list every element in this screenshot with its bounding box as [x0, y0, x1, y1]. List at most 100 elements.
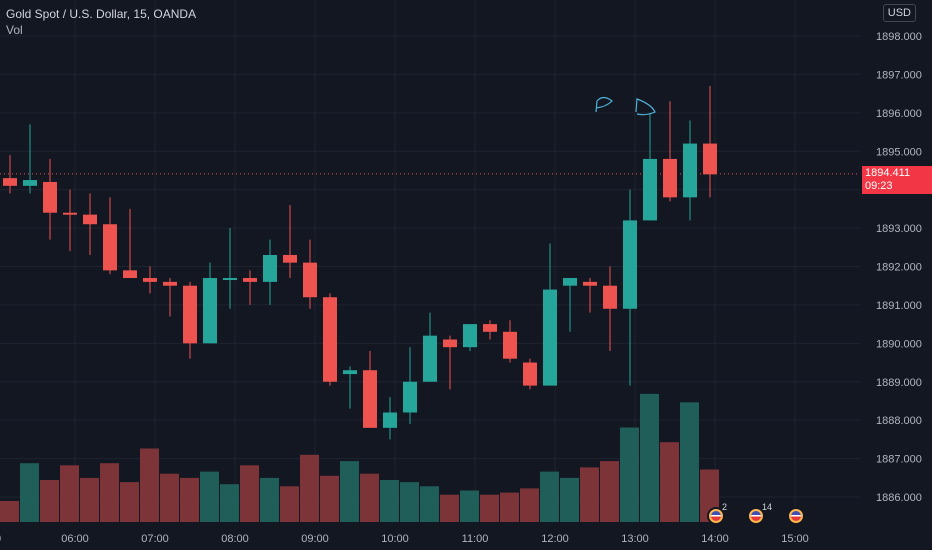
candle[interactable]	[523, 358, 537, 390]
candle-body	[323, 297, 337, 382]
price-tick-label: 1888.000	[876, 415, 922, 427]
volume-bar	[180, 477, 199, 522]
time-tick-label: 13:00	[621, 533, 649, 545]
candle-body	[443, 339, 457, 348]
candle[interactable]	[63, 189, 77, 252]
candle[interactable]	[423, 312, 437, 382]
candle-body	[203, 278, 217, 344]
price-tick-label: 1890.000	[876, 338, 922, 350]
candle[interactable]	[83, 193, 97, 255]
candle[interactable]	[463, 324, 477, 352]
candle[interactable]	[123, 208, 137, 279]
time-axis[interactable]: 00 06:00 07:00 08:00 09:00 10:00 11:00 12:00 13:…	[0, 533, 809, 545]
candle-body	[143, 278, 157, 282]
candle-body	[483, 324, 497, 332]
grid-lines	[0, 0, 860, 522]
candle-body	[83, 214, 97, 225]
volume-bar	[680, 402, 699, 522]
candles	[3, 85, 717, 440]
symbol-title[interactable]: Gold Spot / U.S. Dollar, 15, OANDA	[6, 7, 197, 21]
candle[interactable]	[243, 270, 257, 305]
candle[interactable]	[583, 278, 597, 313]
currency-button[interactable]: USD	[882, 4, 916, 22]
volume-bar	[220, 484, 239, 522]
candle-body	[63, 212, 77, 215]
candle[interactable]	[363, 351, 377, 428]
candle-body	[643, 158, 657, 221]
economic-event-1[interactable]: 2	[707, 502, 727, 525]
time-tick-label: 11:00	[462, 533, 489, 545]
candle[interactable]	[263, 239, 277, 305]
economic-event-3[interactable]	[787, 507, 805, 525]
user-drawings[interactable]	[595, 96, 656, 116]
candle[interactable]	[23, 124, 37, 194]
candle[interactable]	[103, 197, 117, 275]
volume-bar	[480, 494, 499, 522]
time-tick-label: 10:00	[381, 533, 409, 545]
price-tick-label: 1887.000	[876, 454, 922, 466]
candle[interactable]	[163, 278, 177, 317]
candle[interactable]	[563, 278, 577, 332]
candle[interactable]	[543, 243, 557, 386]
candle[interactable]	[203, 262, 217, 344]
candle[interactable]	[303, 239, 317, 309]
price-tick-label: 1889.000	[876, 377, 922, 389]
candle[interactable]	[703, 85, 717, 198]
last-price-label: 1894.411 09:23	[862, 166, 932, 194]
annotation-drawing-1[interactable]	[595, 96, 613, 113]
volume-bar	[240, 465, 259, 522]
bar-countdown: 09:23	[865, 180, 893, 192]
candle[interactable]	[403, 347, 417, 425]
candle[interactable]	[283, 205, 297, 279]
candle[interactable]	[3, 155, 17, 194]
volume-bar	[580, 467, 599, 522]
candle-body	[303, 262, 317, 298]
candle[interactable]	[223, 228, 237, 309]
volume-legend-label[interactable]: Vol	[6, 23, 23, 37]
candle-body	[263, 254, 277, 282]
candle-body	[463, 324, 477, 348]
volume-bar	[440, 494, 459, 522]
candle[interactable]	[683, 120, 697, 221]
candle[interactable]	[183, 281, 197, 359]
candle-body	[383, 412, 397, 428]
volume-bar	[40, 480, 59, 522]
candle[interactable]	[483, 320, 497, 340]
price-tick-label: 1898.000	[876, 31, 922, 43]
candle-body	[123, 270, 137, 279]
candle[interactable]	[343, 366, 357, 409]
candle[interactable]	[603, 266, 617, 352]
event-count: 2	[722, 502, 728, 512]
price-axis-background[interactable]	[860, 0, 932, 522]
us-flag-icon	[711, 511, 721, 521]
candle[interactable]	[383, 397, 397, 440]
price-axis[interactable]: 1886.000 1887.000 1888.000 1889.000 1890.000…	[876, 31, 922, 504]
volume-bar	[620, 427, 639, 522]
candle[interactable]	[143, 266, 157, 294]
time-tick-label: 07:00	[141, 533, 169, 545]
candle-body	[23, 180, 37, 186]
candle[interactable]	[643, 112, 657, 221]
volume-bar	[260, 477, 279, 522]
annotation-drawing-2[interactable]	[635, 98, 656, 116]
candle[interactable]	[623, 189, 637, 386]
candle[interactable]	[443, 335, 457, 390]
volume-bar	[280, 486, 299, 522]
candle[interactable]	[663, 101, 677, 202]
volume-bar	[300, 454, 319, 522]
volume-bar	[140, 448, 159, 522]
candle[interactable]	[323, 293, 337, 386]
candle-body	[343, 370, 357, 375]
candle-body	[563, 278, 577, 286]
candle-body	[623, 220, 637, 309]
volume-bar	[400, 482, 419, 522]
candle-body	[223, 278, 237, 281]
time-tick-label: 15:00	[781, 533, 809, 545]
candle-body	[683, 143, 697, 198]
candle[interactable]	[503, 320, 517, 363]
economic-event-2[interactable]: 14	[747, 502, 772, 525]
volume-bar	[420, 486, 439, 522]
candle[interactable]	[43, 158, 57, 240]
